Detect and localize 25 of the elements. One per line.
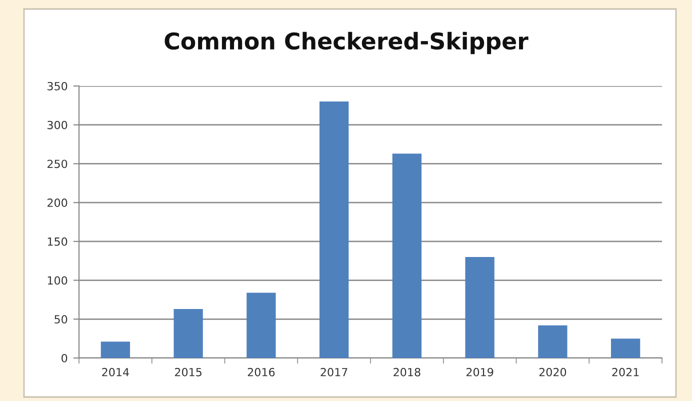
bar [246,292,276,358]
x-tick-label: 2017 [320,368,348,376]
y-tick-label: 0 [62,354,68,362]
bar [538,325,568,358]
x-tick-label: 2015 [174,368,202,376]
y-tick-label: 50 [54,315,68,324]
y-tick-label: 250 [47,160,68,168]
y-tick-label: 150 [48,237,68,246]
x-tick-label: 2014 [102,368,129,376]
bar [465,256,494,358]
y-tick-label: 100 [48,276,68,285]
y-tick-label: 350 [48,82,68,90]
bar [610,338,640,358]
x-tick-label: 2020 [539,368,566,376]
bar [319,102,349,358]
bar [392,154,422,358]
bar [174,309,203,358]
x-tick-label: 2019 [466,368,494,376]
chart-title: Common Checkered-Skipper [164,32,528,54]
x-tick-label: 2018 [394,368,420,376]
x-tick-label: 2021 [612,368,639,376]
x-tick-label: 2016 [248,368,275,376]
y-tick-label: 200 [47,198,68,207]
bar [100,342,130,358]
y-tick-label: 300 [48,120,68,130]
